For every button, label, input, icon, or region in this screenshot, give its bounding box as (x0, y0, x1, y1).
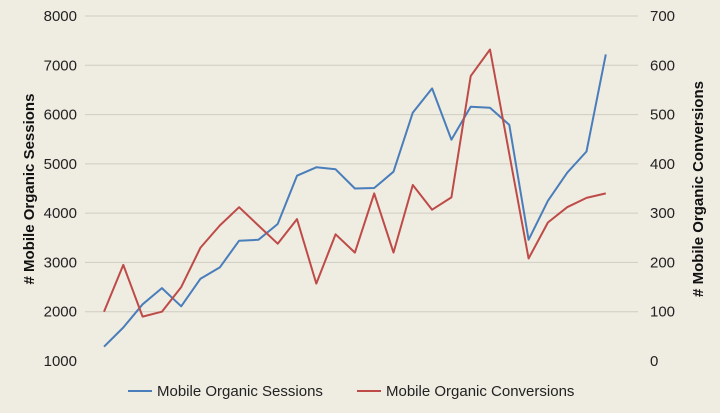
right-tick-label: 600 (650, 57, 675, 74)
right-axis-ticks: 0 100 200 300 400 500 600 700 (650, 8, 675, 370)
legend-label-sessions: Mobile Organic Sessions (157, 383, 323, 400)
left-tick-label: 2000 (44, 304, 77, 321)
left-tick-label: 6000 (44, 107, 77, 124)
left-axis-ticks: 1000 2000 3000 4000 5000 6000 7000 8000 (44, 8, 77, 370)
left-tick-label: 8000 (44, 8, 77, 25)
left-tick-label: 3000 (44, 254, 77, 271)
right-tick-label: 500 (650, 107, 675, 124)
right-tick-label: 400 (650, 156, 675, 173)
left-tick-label: 5000 (44, 156, 77, 173)
right-axis-title: # Mobile Organic Conversions (690, 81, 707, 297)
right-tick-label: 300 (650, 205, 675, 222)
series-line-sessions (103, 54, 607, 348)
series-lines (103, 48, 607, 348)
left-tick-label: 7000 (44, 57, 77, 74)
right-tick-label: 700 (650, 8, 675, 25)
left-tick-label: 4000 (44, 205, 77, 222)
gridlines (85, 15, 638, 313)
left-tick-label: 1000 (44, 353, 77, 370)
legend: Mobile Organic Sessions Mobile Organic C… (128, 383, 574, 400)
right-tick-label: 100 (650, 304, 675, 321)
right-tick-label: 200 (650, 254, 675, 271)
right-tick-label: 0 (650, 353, 658, 370)
legend-label-conversions: Mobile Organic Conversions (386, 383, 574, 400)
left-axis-title: # Mobile Organic Sessions (21, 94, 38, 285)
series-line-conversions (103, 48, 607, 318)
